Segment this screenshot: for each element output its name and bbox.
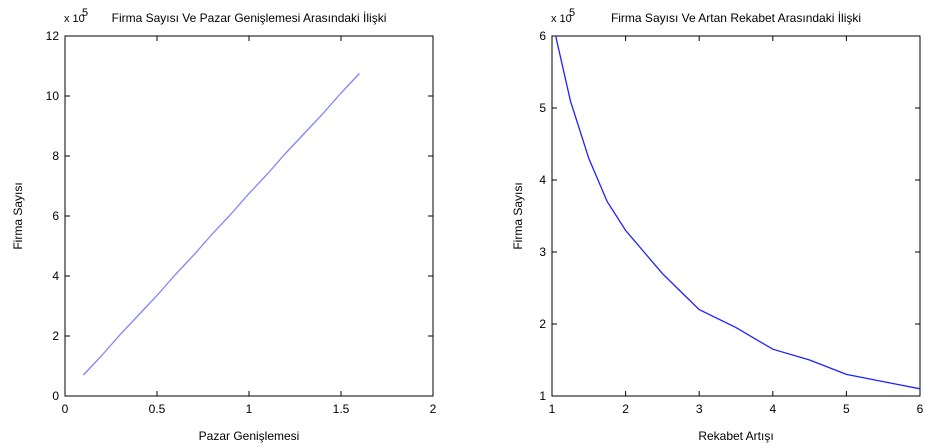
plot-left-title: Firma Sayısı Ve Pazar Genişlemesi Arasın… <box>112 11 387 25</box>
plot-left-y-exponent-power: 5 <box>82 7 88 19</box>
plot-left-ytick-label: 8 <box>52 149 59 163</box>
plot-right-xtick-label: 4 <box>769 402 776 416</box>
plot-left-series-line <box>82 73 360 376</box>
plot-right-xtick-label: 2 <box>622 402 629 416</box>
plot-right-ytick-label: 2 <box>539 317 546 331</box>
plot-right-xtick-label: 5 <box>843 402 850 416</box>
plot-left-ytick-label: 10 <box>46 89 60 103</box>
plot-left-ytick-label: 12 <box>46 29 60 43</box>
plot-left-xtick-label: 2 <box>430 402 437 416</box>
plot-left-xtick-label: 1 <box>246 402 253 416</box>
plot-left-y-exponent: x 10 <box>64 13 85 25</box>
plot-right-ytick-label: 6 <box>539 29 546 43</box>
plot-left-ticks: 0 0.5 1 1.5 2 0 2 4 6 8 10 12 <box>46 29 437 416</box>
plot-right-ticks: 1 2 3 4 5 6 1 2 3 4 5 6 <box>539 29 923 416</box>
plot-left-frame <box>64 35 434 397</box>
plot-right-xtick-label: 6 <box>917 402 924 416</box>
plot-right-ytick-label: 4 <box>539 173 546 187</box>
plot-right-ytick-label: 3 <box>539 245 546 259</box>
plot-right-xtick-label: 3 <box>696 402 703 416</box>
plot-right-ytick-label: 5 <box>539 101 546 115</box>
plot-left: Firma Sayısı Ve Pazar Genişlemesi Arasın… <box>11 7 437 443</box>
plot-left-ylabel: Firma Sayısı <box>11 182 25 249</box>
plot-right-ylabel: Firma Sayısı <box>511 182 525 249</box>
plot-left-ytick-label: 6 <box>52 209 59 223</box>
plot-right-frame <box>551 35 921 397</box>
plot-left-xtick-label: 1.5 <box>333 402 350 416</box>
plot-left-xlabel: Pazar Genişlemesi <box>199 429 300 443</box>
plot-left-ytick-label: 4 <box>52 269 59 283</box>
plot-left-xtick-label: 0 <box>62 402 69 416</box>
plot-right-ytick-label: 1 <box>539 389 546 403</box>
plot-left-ytick-label: 2 <box>52 329 59 343</box>
plot-right-y-exponent: x 10 <box>551 13 572 25</box>
plot-right-xlabel: Rekabet Artışı <box>698 429 773 443</box>
plot-right-title: Firma Sayısı Ve Artan Rekabet Arasındaki… <box>611 11 861 25</box>
plot-right: Firma Sayısı Ve Artan Rekabet Arasındaki… <box>511 7 924 443</box>
plot-left-ytick-label: 0 <box>52 389 59 403</box>
plot-left-xtick-label: 0.5 <box>149 402 166 416</box>
plot-left-series <box>82 73 360 376</box>
plot-right-series-line <box>555 35 921 390</box>
plot-right-y-exponent-power: 5 <box>569 7 575 19</box>
plot-right-series <box>555 35 921 390</box>
plot-right-xtick-label: 1 <box>549 402 556 416</box>
